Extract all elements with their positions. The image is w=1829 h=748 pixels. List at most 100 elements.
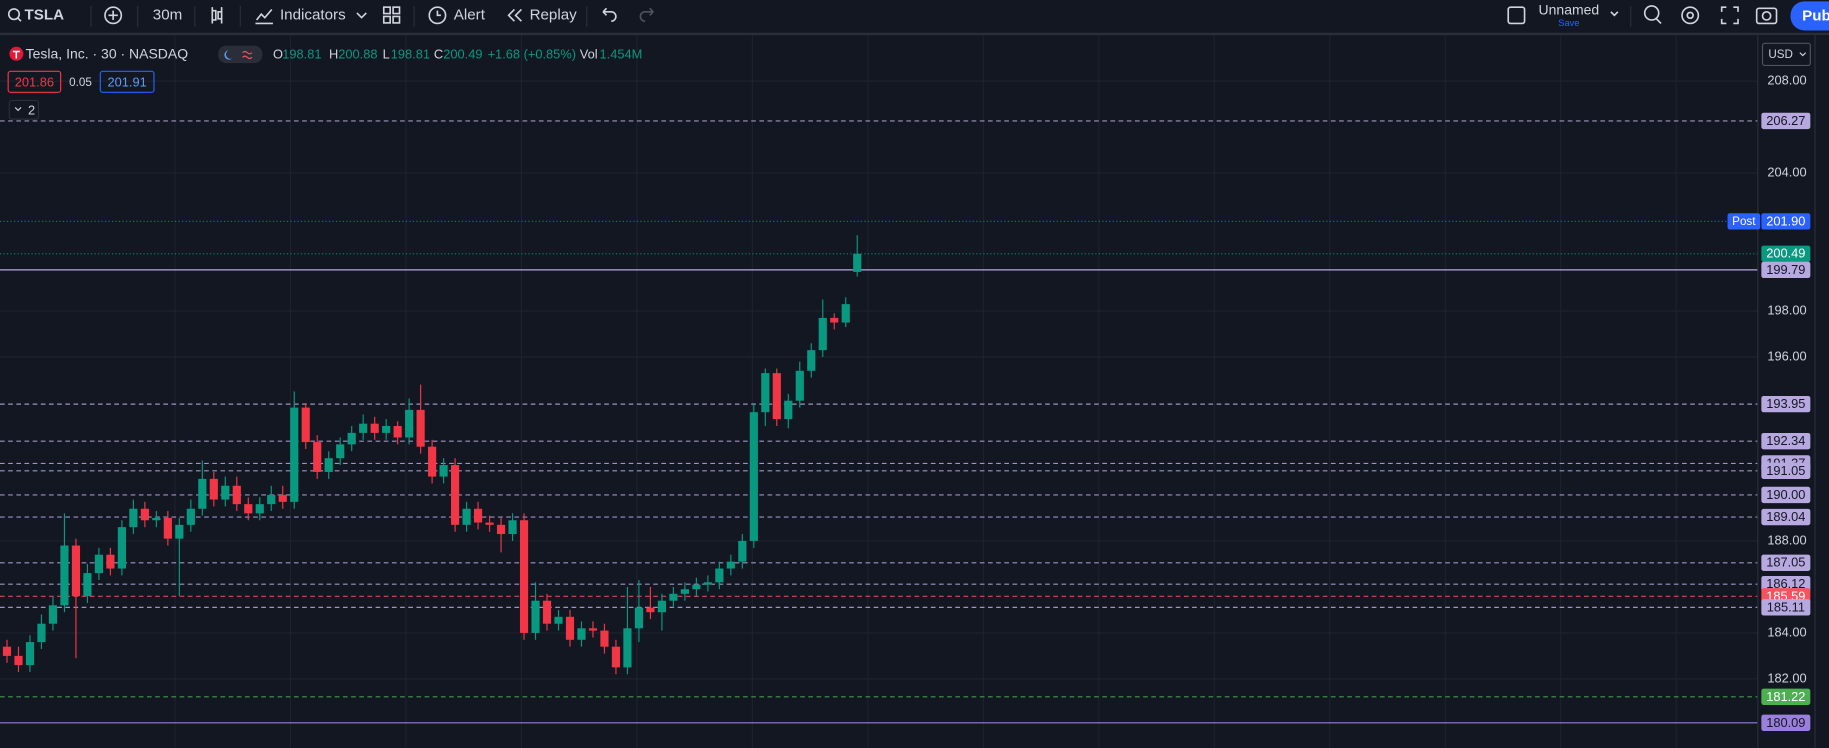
price-tag-bg — [1727, 213, 1761, 230]
candle-body — [451, 465, 460, 525]
candle-body — [278, 494, 287, 502]
candle-body — [163, 517, 172, 539]
price-label-bg — [1761, 714, 1811, 731]
chart-type-button[interactable] — [211, 7, 223, 24]
symbol-title: Tesla, Inc. · 30 · NASDAQ — [26, 46, 189, 62]
candle-body — [25, 642, 35, 666]
candle-body — [588, 628, 598, 631]
candle-body — [669, 593, 678, 601]
compare-button[interactable] — [104, 6, 123, 25]
y-tick-label: 198.00 — [1767, 302, 1806, 317]
currency-menu[interactable] — [1799, 52, 1807, 57]
candle-body — [244, 504, 253, 514]
fullscreen-button[interactable] — [1720, 6, 1739, 25]
candle-body — [830, 317, 839, 323]
candle-body — [232, 485, 241, 505]
price-label: 185.11 — [1767, 599, 1805, 614]
save-label[interactable]: Save — [1558, 18, 1579, 28]
price-label: 199.79 — [1766, 262, 1805, 277]
candle-body — [301, 407, 310, 443]
candle-body — [611, 646, 621, 668]
candle-body — [577, 628, 586, 640]
candle-body — [209, 478, 218, 500]
y-tick-label: 208.00 — [1767, 73, 1806, 88]
candle-body — [48, 605, 58, 624]
candle-body — [565, 616, 575, 640]
price-label-bg — [1761, 213, 1811, 230]
price-label-bg — [1761, 486, 1811, 504]
screenshot-button[interactable] — [1755, 7, 1778, 25]
alert-button[interactable]: Alert — [428, 6, 486, 25]
price-label-bg — [1761, 432, 1811, 450]
price-label: 187.05 — [1766, 555, 1805, 570]
candle-body — [393, 425, 402, 438]
price-label: 186.12 — [1766, 576, 1805, 591]
price-label-bg — [1761, 395, 1811, 413]
candle-body — [462, 508, 471, 525]
change: +1.68 (+0.85%) — [488, 46, 576, 61]
high-key: H — [329, 46, 338, 61]
quick-search[interactable] — [1643, 5, 1662, 25]
indicators-button[interactable]: Indicators — [255, 6, 367, 25]
price-label: 192.34 — [1766, 433, 1805, 448]
undo-button[interactable] — [602, 7, 617, 22]
y-tick-label: 204.00 — [1767, 164, 1806, 179]
bid[interactable]: 201.86 — [15, 74, 54, 89]
candle-body — [221, 485, 230, 500]
layout-menu[interactable] — [1610, 11, 1619, 17]
candle-body — [14, 655, 23, 666]
candle-body — [71, 545, 81, 597]
layout-checkbox[interactable] — [1507, 6, 1526, 25]
buy-button[interactable] — [99, 70, 155, 93]
price-label-bg — [1761, 688, 1811, 705]
candle-body — [2, 646, 12, 656]
price-axis: USD 208.00 204.00 198.00 196.00 188.00 184.00… — [1727, 35, 1829, 748]
open-key: O — [273, 46, 283, 61]
currency-button[interactable] — [1761, 42, 1811, 67]
low-key: L — [383, 46, 390, 61]
collapsed-count[interactable]: 2 — [28, 102, 35, 117]
indicators-toggle[interactable] — [8, 99, 40, 120]
settings-button[interactable] — [1681, 6, 1700, 25]
publish-label[interactable]: Publ — [1802, 7, 1829, 24]
price-label: 191.05 — [1766, 463, 1805, 478]
candle-body — [749, 412, 758, 541]
symbol[interactable]: TSLA — [24, 6, 64, 23]
currency[interactable]: USD — [1768, 48, 1793, 61]
toggle-chevron — [14, 107, 22, 112]
alert-label[interactable]: Alert — [454, 6, 486, 23]
candle-body — [290, 407, 299, 502]
candle-body — [152, 517, 161, 521]
candle-body — [347, 432, 356, 445]
price-label: 206.27 — [1766, 113, 1805, 128]
candle-body — [382, 425, 391, 433]
replay-button[interactable]: Replay — [507, 6, 578, 23]
candle-body — [772, 373, 781, 420]
y-tick-label: 184.00 — [1767, 624, 1806, 639]
templates-button[interactable] — [382, 6, 401, 24]
layout-name[interactable]: Unnamed — [1539, 1, 1600, 17]
indicators-label[interactable]: Indicators — [280, 6, 346, 23]
candle-body — [692, 584, 701, 590]
candle-body — [784, 400, 793, 420]
publish-button[interactable] — [1790, 1, 1829, 31]
price-label: 200.49 — [1766, 246, 1805, 261]
status-icon — [242, 50, 253, 60]
candle-body — [416, 409, 425, 447]
close-key: C — [434, 46, 443, 61]
candle-body — [600, 630, 609, 647]
candle-body — [140, 508, 149, 521]
sell-button[interactable] — [7, 70, 62, 93]
candle-body — [554, 616, 563, 624]
symbol-search[interactable]: TSLA — [7, 6, 64, 23]
interval[interactable]: 30m — [153, 6, 182, 23]
replay-label[interactable]: Replay — [530, 6, 578, 23]
legend: Tesla, Inc. · 30 · NASDAQ O 198.81 H 200… — [7, 45, 642, 120]
candle-body — [473, 508, 483, 523]
candle-body — [508, 520, 517, 535]
ask[interactable]: 201.91 — [108, 74, 147, 89]
candle-body — [83, 573, 92, 597]
volume-key: Vol — [580, 46, 598, 61]
candle-body — [542, 600, 552, 624]
